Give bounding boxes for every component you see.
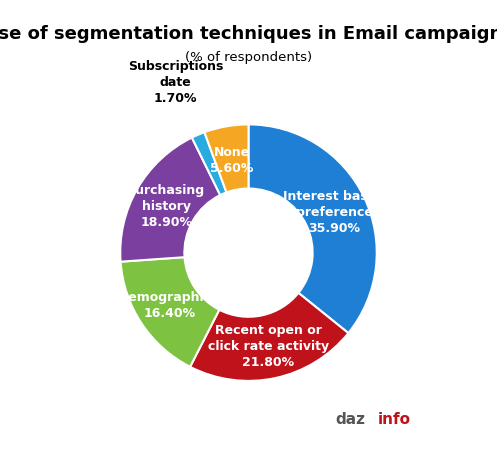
Wedge shape (120, 138, 220, 262)
Text: Demographics
16.40%: Demographics 16.40% (119, 291, 220, 320)
Text: Interest based
preference
35.90%: Interest based preference 35.90% (283, 190, 385, 235)
Text: Purchasing
history
18.90%: Purchasing history 18.90% (127, 183, 205, 228)
Text: Recent open or
click rate activity
21.80%: Recent open or click rate activity 21.80… (208, 323, 329, 368)
Text: daz: daz (335, 411, 366, 426)
Wedge shape (121, 258, 219, 367)
Text: Use of segmentation techniques in Email campaigns: Use of segmentation techniques in Email … (0, 25, 497, 43)
Wedge shape (190, 293, 348, 381)
Wedge shape (204, 125, 248, 193)
Text: None
5.60%: None 5.60% (210, 146, 253, 174)
Text: info: info (378, 411, 411, 426)
Wedge shape (248, 125, 377, 334)
Text: Subscriptions
date
1.70%: Subscriptions date 1.70% (128, 60, 223, 105)
Text: (% of respondents): (% of respondents) (185, 51, 312, 64)
Wedge shape (192, 133, 227, 196)
